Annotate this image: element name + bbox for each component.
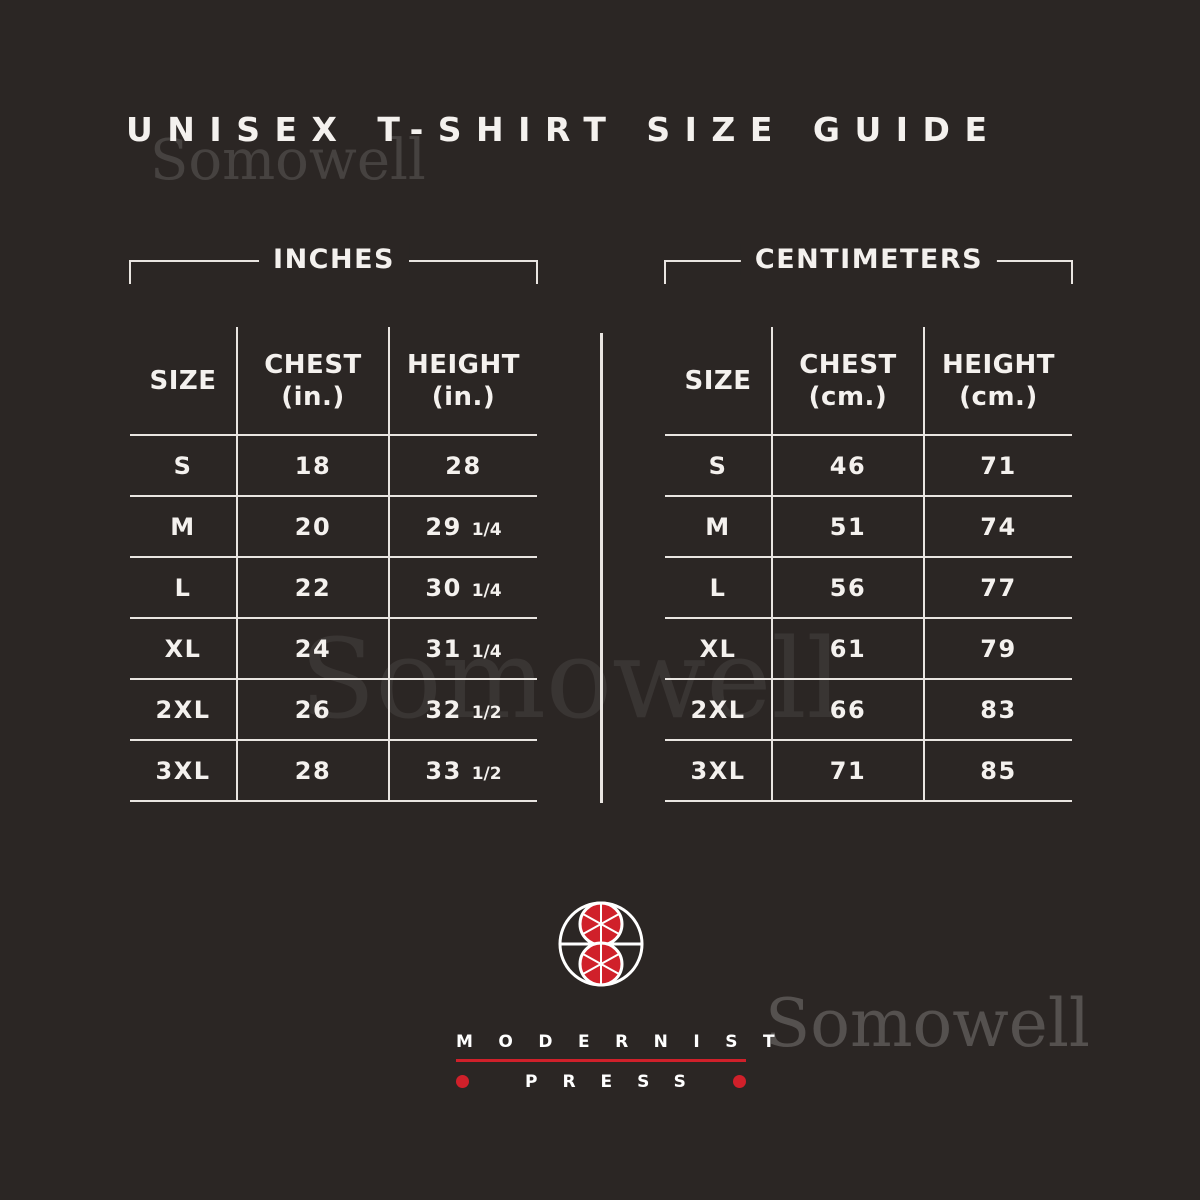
column-header: CHEST (cm.)	[771, 327, 924, 435]
table-cell: 66	[771, 679, 924, 740]
table-cell: 31 1/4	[388, 618, 537, 679]
table-row: M 20 29 1/4	[130, 496, 537, 557]
table-cell: 3XL	[690, 756, 746, 785]
table-cell: 61	[771, 618, 924, 679]
column-header: CHEST (in.)	[236, 327, 389, 435]
table-row: 3XL 28 33 1/2	[130, 740, 537, 801]
table-cell: M	[170, 512, 196, 541]
table-cell: 26	[236, 679, 389, 740]
table-cell: 22	[236, 557, 389, 618]
table-row: S 46 71	[665, 435, 1072, 496]
table-cell: 29 1/4	[388, 496, 537, 557]
table-cell: 28	[236, 740, 389, 801]
table-cell: 20	[236, 496, 389, 557]
header-row: SIZE CHEST (cm.) HEIGHT (cm.)	[665, 327, 1072, 435]
table-cell: 71	[771, 740, 924, 801]
table-cell: 74	[923, 496, 1072, 557]
table-cell: 33 1/2	[388, 740, 537, 801]
table-cell: L	[174, 573, 192, 602]
brand-dot-left	[456, 1075, 469, 1088]
table-cell: 46	[771, 435, 924, 496]
table-row: XL 24 31 1/4	[130, 618, 537, 679]
table-cell: 85	[923, 740, 1072, 801]
table-cell: 18	[236, 435, 389, 496]
table-cell: 79	[923, 618, 1072, 679]
inches-label: INCHES	[259, 244, 409, 275]
brand-line1: MODERNIST	[456, 1032, 801, 1052]
table-row: L 22 30 1/4	[130, 557, 537, 618]
table-cell: 77	[923, 557, 1072, 618]
table-cell: 3XL	[155, 756, 211, 785]
centimeters-label: CENTIMETERS	[740, 244, 998, 275]
table-row: 2XL 66 83	[665, 679, 1072, 740]
table-row: L 56 77	[665, 557, 1072, 618]
table-cell: L	[709, 573, 727, 602]
table-cell: S	[708, 451, 728, 480]
table-cell: 71	[923, 435, 1072, 496]
column-header: SIZE	[149, 365, 217, 396]
inches-table: SIZE CHEST (in.) HEIGHT (in.) S 18 28 M 20 29 1/…	[130, 327, 537, 802]
table-cell: 30 1/4	[388, 557, 537, 618]
table-cell: M	[705, 512, 731, 541]
table-cell: 83	[923, 679, 1072, 740]
table-divider	[600, 333, 603, 803]
table-cell: 28	[388, 435, 537, 496]
table-cell: 51	[771, 496, 924, 557]
brand-line2: PRESS	[525, 1072, 711, 1092]
table-cell: 32 1/2	[388, 679, 537, 740]
table-cell: 2XL	[155, 695, 211, 724]
centimeters-table: SIZE CHEST (cm.) HEIGHT (cm.) S 46 71 M 51 74 L 56…	[665, 327, 1072, 802]
table-row: XL 61 79	[665, 618, 1072, 679]
brand-rule	[456, 1059, 746, 1062]
table-cell: 2XL	[690, 695, 746, 724]
table-row: 3XL 71 85	[665, 740, 1072, 801]
table-row: 2XL 26 32 1/2	[130, 679, 537, 740]
table-cell: XL	[699, 634, 737, 663]
brand-dot-right	[733, 1075, 746, 1088]
column-header: HEIGHT (cm.)	[923, 327, 1072, 435]
table-row: M 51 74	[665, 496, 1072, 557]
page-title: UNISEX T-SHIRT SIZE GUIDE	[126, 110, 1002, 149]
column-header: HEIGHT (in.)	[388, 327, 537, 435]
table-cell: XL	[164, 634, 202, 663]
table-cell: S	[173, 451, 193, 480]
header-row: SIZE CHEST (in.) HEIGHT (in.)	[130, 327, 537, 435]
watermark: Somowell	[765, 985, 1091, 1062]
watermark: Somowell	[150, 128, 426, 193]
modernist-press-logo-icon	[558, 901, 644, 987]
column-header: SIZE	[684, 365, 752, 396]
table-cell: 56	[771, 557, 924, 618]
table-cell: 24	[236, 618, 389, 679]
table-row: S 18 28	[130, 435, 537, 496]
